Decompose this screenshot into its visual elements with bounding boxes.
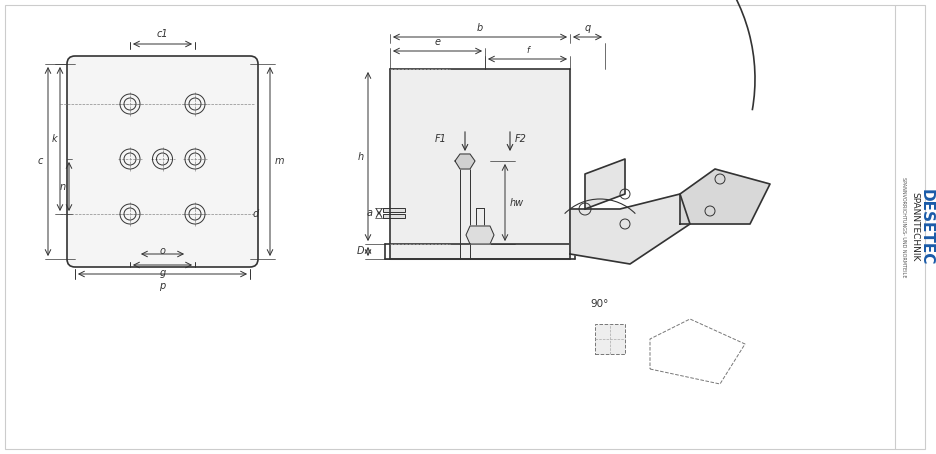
Text: n: n (60, 182, 66, 192)
Text: c1: c1 (156, 29, 168, 39)
Text: DESETEC: DESETEC (918, 189, 933, 265)
Text: 90°: 90° (591, 299, 609, 309)
Text: m: m (275, 157, 285, 167)
Polygon shape (390, 69, 570, 259)
Text: SPANNVORRICHTUNGS- UND NORMTEILE: SPANNVORRICHTUNGS- UND NORMTEILE (901, 177, 906, 277)
Text: D: D (357, 247, 364, 257)
Text: p: p (159, 281, 166, 291)
Text: o: o (159, 246, 166, 256)
Text: q: q (584, 23, 591, 33)
Text: F1: F1 (435, 134, 447, 144)
Text: SPANNTECHNIK: SPANNTECHNIK (911, 192, 919, 262)
Text: a: a (367, 208, 373, 218)
Polygon shape (585, 159, 625, 209)
Bar (383, 214, 405, 218)
Text: d: d (253, 209, 259, 219)
Bar (383, 208, 405, 212)
Text: f: f (526, 46, 529, 55)
Polygon shape (455, 154, 475, 169)
Text: b: b (476, 23, 483, 33)
Polygon shape (570, 194, 690, 264)
Text: k: k (51, 134, 57, 144)
Text: F2: F2 (515, 134, 527, 144)
Text: e: e (434, 37, 441, 47)
Bar (595, 324, 625, 354)
Text: c: c (37, 157, 43, 167)
Text: g: g (159, 268, 166, 278)
Text: h: h (358, 152, 364, 162)
Text: hw: hw (510, 197, 524, 207)
FancyBboxPatch shape (67, 56, 258, 267)
Polygon shape (680, 169, 770, 224)
Polygon shape (466, 226, 494, 244)
